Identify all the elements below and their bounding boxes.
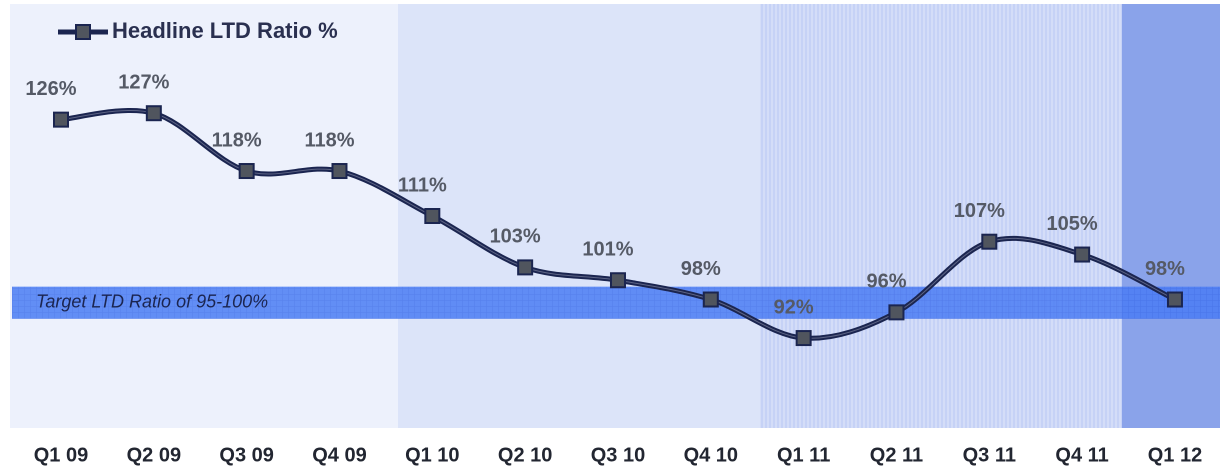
value-label: 118% bbox=[212, 129, 262, 151]
marker bbox=[1074, 246, 1091, 263]
value-label: 103% bbox=[490, 226, 541, 248]
marker bbox=[609, 272, 626, 289]
target-band bbox=[12, 286, 1220, 319]
legend: Headline LTD Ratio % bbox=[58, 18, 338, 43]
value-label: 92% bbox=[774, 296, 814, 318]
x-tick-label: Q3 09 bbox=[219, 444, 273, 466]
x-tick-label: Q3 11 bbox=[963, 444, 1016, 466]
value-label: 107% bbox=[954, 200, 1005, 222]
value-label: 98% bbox=[1145, 258, 1185, 280]
marker bbox=[1166, 291, 1183, 308]
bg-2011 bbox=[760, 4, 1122, 428]
value-label: 105% bbox=[1047, 213, 1098, 235]
legend-marker bbox=[75, 24, 91, 40]
x-tick-label: Q1 10 bbox=[405, 444, 459, 466]
marker bbox=[145, 105, 162, 122]
marker bbox=[795, 330, 812, 347]
x-tick-label: Q2 09 bbox=[127, 444, 181, 466]
target-band-label: Target LTD Ratio of 95-100% bbox=[36, 291, 268, 311]
marker bbox=[888, 304, 905, 321]
x-tick-label: Q4 10 bbox=[684, 444, 738, 466]
value-label: 127% bbox=[118, 71, 169, 93]
marker bbox=[702, 291, 719, 308]
bg-2012 bbox=[1122, 4, 1220, 428]
x-tick-label: Q1 09 bbox=[34, 444, 88, 466]
marker bbox=[238, 163, 255, 180]
x-tick-label: Q4 11 bbox=[1055, 444, 1108, 466]
marker bbox=[331, 163, 348, 180]
value-label: 126% bbox=[25, 78, 76, 100]
marker bbox=[424, 208, 441, 224]
x-tick-label: Q2 10 bbox=[498, 444, 552, 466]
background bbox=[10, 4, 1220, 428]
value-label: 98% bbox=[681, 258, 721, 280]
value-label: 118% bbox=[304, 129, 354, 151]
value-label: 111% bbox=[398, 174, 447, 196]
marker bbox=[517, 259, 534, 276]
x-tick-label: Q3 10 bbox=[591, 444, 645, 466]
bg-2010 bbox=[398, 4, 760, 428]
x-tick-label: Q4 09 bbox=[312, 444, 366, 466]
marker bbox=[981, 233, 998, 250]
value-label: 96% bbox=[866, 271, 906, 293]
marker bbox=[53, 111, 69, 128]
x-tick-label: Q2 11 bbox=[870, 444, 923, 466]
legend-label: Headline LTD Ratio % bbox=[112, 18, 338, 43]
value-label: 101% bbox=[582, 239, 633, 261]
x-tick-label: Q1 12 bbox=[1148, 444, 1202, 466]
bg-2009 bbox=[10, 4, 398, 428]
x-tick-label: Q1 11 bbox=[777, 444, 830, 466]
